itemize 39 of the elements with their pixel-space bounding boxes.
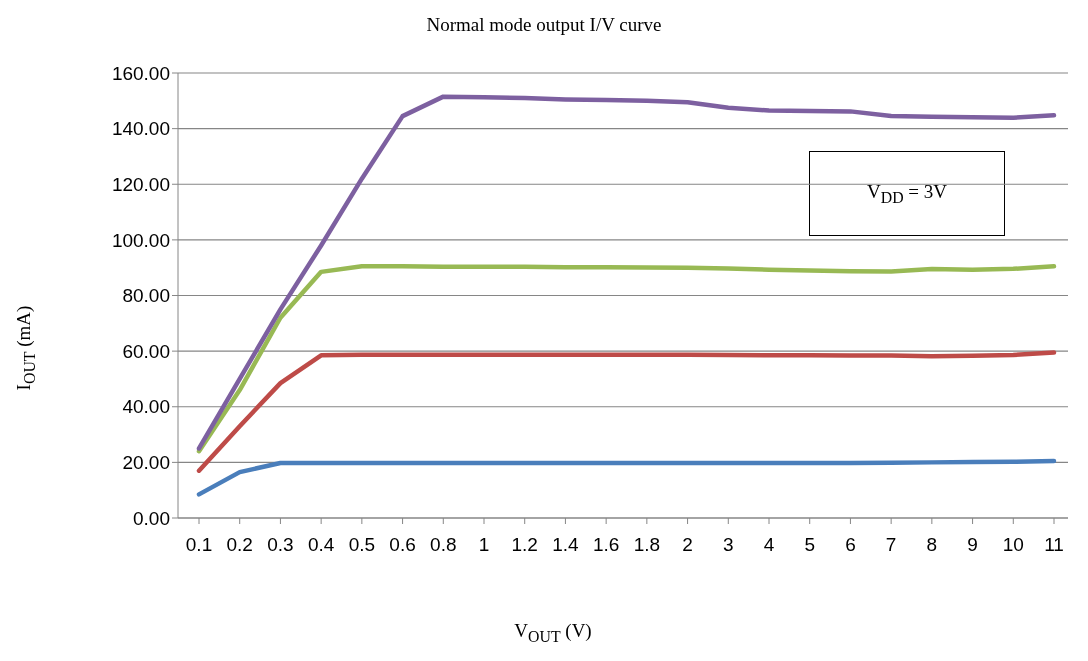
x-tick-label: 0.6 — [389, 534, 416, 556]
x-tick-label: 8 — [926, 534, 938, 556]
y-tick-label: 80.00 — [122, 285, 170, 307]
y-tick-label: 140.00 — [111, 118, 170, 140]
x-axis-title: V$_{OUT}$ (V) — [514, 620, 592, 645]
x-tick-label: 3 — [723, 534, 734, 556]
x-tick-label: 1.6 — [592, 534, 620, 556]
x-tick-label: 10 — [1002, 534, 1024, 556]
x-tick-label: 1.2 — [511, 534, 538, 556]
y-tick-label: 20.00 — [122, 452, 170, 474]
x-tick-label: 0.5 — [348, 534, 376, 556]
x-tick-label: 9 — [967, 534, 978, 556]
x-tick-label: 5 — [804, 534, 815, 556]
x-tick-label: 1 — [478, 534, 490, 556]
line-series — [196, 350, 1057, 473]
x-tick-label: 0.1 — [185, 534, 213, 556]
x-tick-label: 4 — [763, 534, 775, 556]
x-tick-label: 0.8 — [430, 534, 457, 556]
line-series — [196, 94, 1057, 451]
y-tick-label: 40.00 — [122, 396, 170, 418]
line-series — [196, 264, 1057, 454]
line-series — [196, 458, 1057, 497]
x-tick-label: 7 — [885, 534, 897, 556]
x-tick-label: 0.4 — [307, 534, 335, 556]
chart-title: Normal mode output I/V curve — [426, 14, 662, 35]
y-tick-label: 160.00 — [111, 62, 170, 84]
x-tick-label: 1.4 — [552, 534, 580, 556]
x-tick-label: 6 — [845, 534, 856, 556]
y-tick-label: 0.00 — [133, 507, 170, 529]
y-tick-label: 60.00 — [122, 340, 170, 362]
note-box: V$_{DD}$ = 3V — [809, 151, 1005, 236]
x-tick-label: 1.8 — [633, 534, 661, 556]
x-tick-label: 0.2 — [226, 534, 253, 556]
annotation: V$_{DD}$ = 3V — [866, 180, 948, 207]
x-tick-label: 0.3 — [267, 534, 294, 556]
x-tick-label: 2 — [682, 534, 693, 556]
y-tick-label: 120.00 — [111, 173, 170, 195]
y-tick-label: 100.00 — [111, 229, 170, 251]
x-tick-label: 11 — [1044, 534, 1064, 556]
